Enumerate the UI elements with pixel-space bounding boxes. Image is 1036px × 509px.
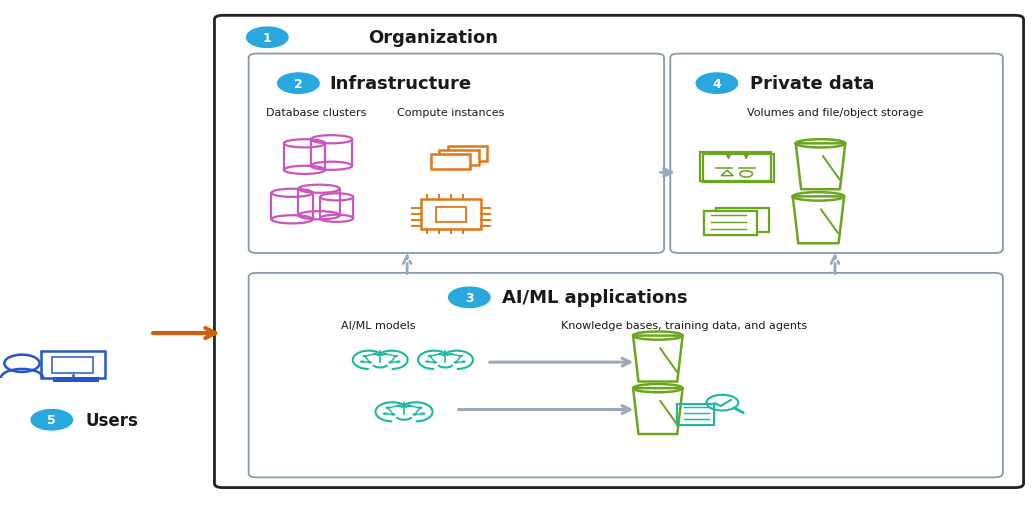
FancyBboxPatch shape (448, 147, 487, 161)
Circle shape (391, 413, 396, 416)
Circle shape (449, 288, 490, 308)
Circle shape (433, 361, 437, 364)
Circle shape (394, 355, 398, 357)
FancyBboxPatch shape (214, 16, 1024, 488)
Text: 3: 3 (465, 291, 473, 304)
Circle shape (247, 28, 288, 48)
Circle shape (373, 353, 377, 355)
Circle shape (396, 405, 401, 407)
Circle shape (425, 361, 430, 363)
Circle shape (383, 353, 387, 355)
Circle shape (412, 413, 418, 416)
FancyBboxPatch shape (431, 155, 470, 169)
Circle shape (407, 405, 412, 407)
Circle shape (449, 353, 453, 355)
FancyBboxPatch shape (670, 54, 1003, 253)
Circle shape (382, 413, 387, 415)
Circle shape (454, 361, 458, 364)
Text: Volumes and file/object storage: Volumes and file/object storage (747, 108, 923, 118)
Text: Knowledge bases, training data, and agents: Knowledge bases, training data, and agen… (560, 321, 807, 331)
Circle shape (696, 74, 738, 94)
FancyBboxPatch shape (249, 273, 1003, 477)
FancyBboxPatch shape (249, 54, 664, 253)
FancyBboxPatch shape (439, 151, 479, 165)
Circle shape (359, 361, 365, 363)
Text: AI/ML models: AI/ML models (341, 321, 415, 331)
Circle shape (385, 407, 391, 409)
FancyBboxPatch shape (703, 211, 756, 236)
Circle shape (459, 355, 463, 357)
Text: Compute instances: Compute instances (397, 108, 505, 118)
Circle shape (421, 413, 426, 415)
Text: Users: Users (86, 411, 139, 429)
Circle shape (438, 353, 442, 355)
Circle shape (396, 361, 401, 363)
Text: 1: 1 (263, 32, 271, 45)
Text: Database clusters: Database clusters (266, 108, 366, 118)
Text: 4: 4 (713, 77, 721, 91)
Text: 2: 2 (294, 77, 303, 91)
FancyBboxPatch shape (716, 209, 769, 233)
Circle shape (388, 361, 393, 364)
Text: Organization: Organization (368, 29, 497, 47)
Text: AI/ML applications: AI/ML applications (502, 288, 688, 306)
FancyBboxPatch shape (421, 200, 481, 230)
Text: Infrastructure: Infrastructure (329, 74, 471, 93)
Circle shape (418, 407, 423, 409)
Circle shape (461, 361, 466, 363)
Text: Private data: Private data (750, 74, 874, 93)
Circle shape (368, 361, 372, 364)
Circle shape (31, 410, 73, 430)
Circle shape (278, 74, 319, 94)
Text: 5: 5 (48, 413, 56, 427)
Circle shape (363, 355, 367, 357)
Circle shape (428, 355, 432, 357)
